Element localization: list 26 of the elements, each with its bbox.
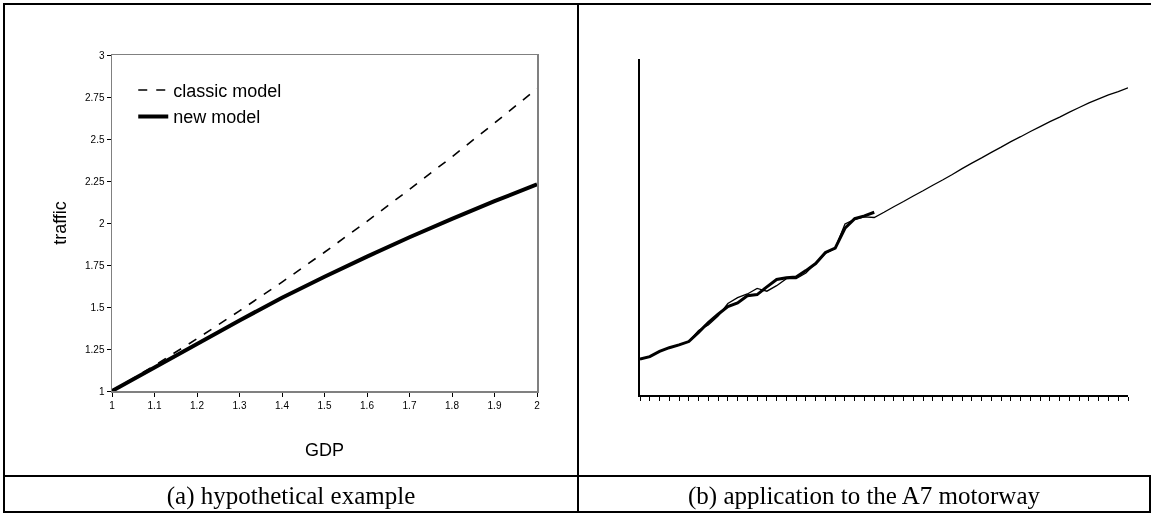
legend-label: classic model <box>173 81 282 102</box>
x-tick-label: 1.8 <box>445 399 460 411</box>
x-tick-label: 1.9 <box>487 399 502 411</box>
y-tick-label: 1.25 <box>85 343 105 355</box>
y-tick-label: 2 <box>98 217 105 229</box>
y-tick-label: 1 <box>98 385 105 397</box>
y-tick-label: 2.75 <box>85 91 105 103</box>
x-tick-label: 1.7 <box>402 399 417 411</box>
x-tick-label: 1.4 <box>275 399 290 411</box>
x-tick-label: 1 <box>109 399 116 411</box>
y-tick-label: 2.5 <box>90 133 105 145</box>
x-tick-label: 1.5 <box>317 399 332 411</box>
x-axis-title: GDP <box>304 439 345 460</box>
legend-label: new model <box>173 107 261 128</box>
y-axis-title: traffic <box>49 201 70 245</box>
x-tick-label: 1.1 <box>147 399 162 411</box>
x-tick-label: 1.3 <box>232 399 247 411</box>
x-tick-label: 1.6 <box>360 399 375 411</box>
y-tick-label: 1.5 <box>90 301 105 313</box>
x-tick-label: 1.2 <box>190 399 205 411</box>
text: (a) hypothetical example <box>5 475 577 515</box>
y-tick-label: 3 <box>98 49 105 61</box>
y-tick-label: 1.75 <box>85 259 105 271</box>
x-tick-label: 2 <box>534 399 541 411</box>
y-tick-label: 2.25 <box>85 175 105 187</box>
text: (b) application to the A7 motorway <box>579 475 1149 515</box>
